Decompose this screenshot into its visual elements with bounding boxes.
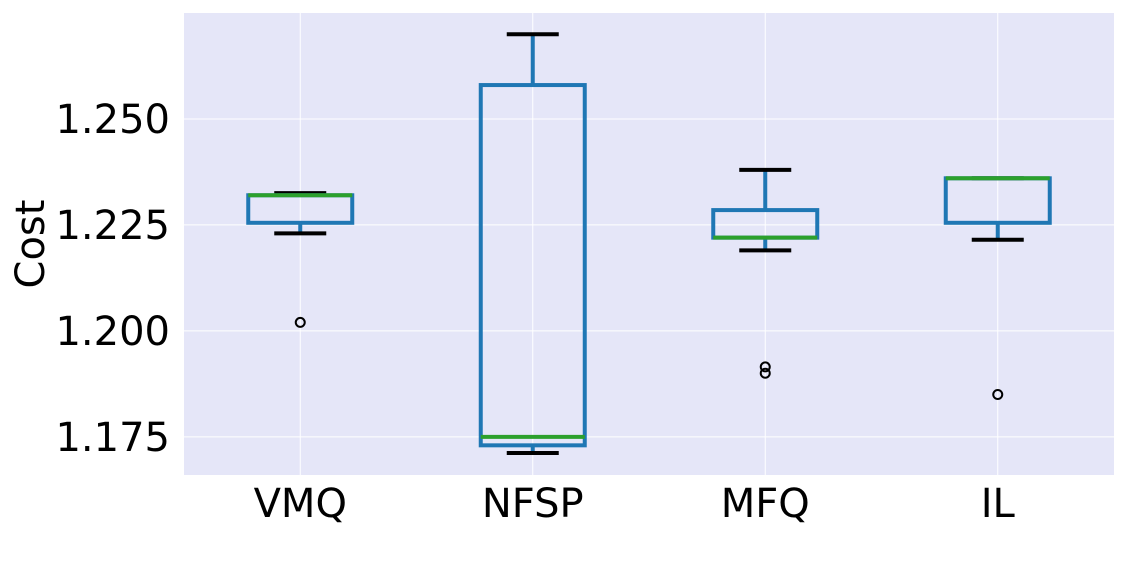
- x-tick-label: IL: [981, 481, 1016, 527]
- boxes: [246, 32, 1052, 455]
- x-tick-label: MFQ: [721, 481, 810, 527]
- grid-lines: [184, 13, 1114, 475]
- plot-area: [184, 13, 1114, 475]
- box-mfq: [711, 167, 820, 379]
- y-tick-label: 1.175: [55, 415, 170, 461]
- y-axis-label: Cost: [8, 200, 54, 289]
- outlier-point: [759, 361, 771, 373]
- y-tick-label: 1.250: [55, 97, 170, 143]
- box-iqr: [478, 83, 587, 448]
- x-tick-label: VMQ: [254, 481, 347, 527]
- y-tick-labels: 1.175 1.200 1.225 1.250: [55, 97, 170, 461]
- outlier-point: [992, 388, 1004, 400]
- outlier-point: [759, 367, 771, 379]
- outlier-point: [294, 316, 306, 328]
- x-tick-labels: VMQ NFSP MFQ IL: [254, 481, 1016, 527]
- y-tick-label: 1.200: [55, 309, 170, 355]
- y-tick-label: 1.225: [55, 203, 170, 249]
- x-tick-label: NFSP: [482, 481, 584, 527]
- box-vmq: [246, 191, 355, 328]
- box-nfsp: [478, 32, 587, 455]
- box-il: [943, 176, 1052, 400]
